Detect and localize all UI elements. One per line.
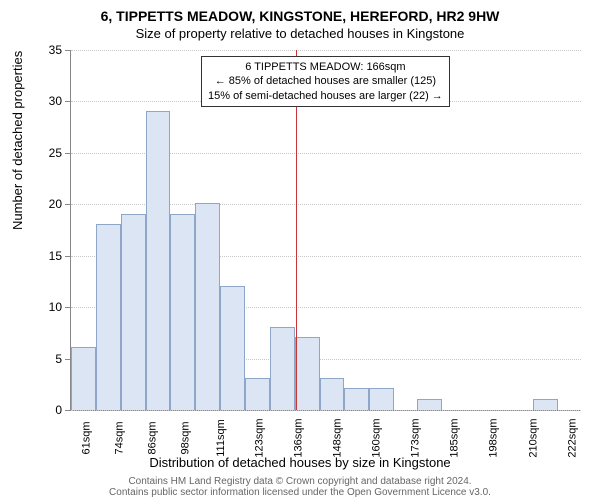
- chart-container: 6, TIPPETTS MEADOW, KINGSTONE, HEREFORD,…: [0, 0, 600, 500]
- x-axis-label: Distribution of detached houses by size …: [0, 455, 600, 470]
- footer-line1: Contains HM Land Registry data © Crown c…: [0, 476, 600, 487]
- annotation-line1: 6 TIPPETTS MEADOW: 166sqm: [208, 60, 443, 74]
- y-tick-label: 35: [22, 44, 62, 56]
- x-tick-label: 136sqm: [292, 418, 304, 457]
- x-tick-label: 198sqm: [488, 418, 500, 457]
- plot-area: 6 TIPPETTS MEADOW: 166sqm ← 85% of detac…: [70, 50, 580, 410]
- y-tick-label: 5: [22, 353, 62, 365]
- x-tick-label: 222sqm: [566, 418, 578, 457]
- x-tick-label: 111sqm: [215, 419, 227, 457]
- y-tick-label: 20: [22, 198, 62, 210]
- y-tick-label: 25: [22, 147, 62, 159]
- x-tick-label: 173sqm: [410, 418, 422, 457]
- histogram-bar: [295, 337, 320, 410]
- chart-subtitle: Size of property relative to detached ho…: [0, 24, 600, 41]
- x-tick-label: 98sqm: [180, 421, 192, 454]
- histogram-bar: [344, 388, 369, 410]
- annotation-box: 6 TIPPETTS MEADOW: 166sqm ← 85% of detac…: [201, 56, 450, 107]
- gridline: [71, 410, 581, 411]
- histogram-bar: [533, 399, 558, 410]
- histogram-bar: [245, 378, 270, 410]
- x-tick-label: 160sqm: [371, 418, 383, 457]
- histogram-bar: [121, 214, 146, 410]
- x-tick-label: 185sqm: [449, 418, 461, 457]
- x-axis-ticks: 61sqm74sqm86sqm98sqm111sqm123sqm136sqm14…: [70, 412, 580, 430]
- y-tick-label: 0: [22, 404, 62, 416]
- histogram-bar: [170, 214, 195, 410]
- histogram-bar: [96, 224, 121, 410]
- annotation-line2: ← 85% of detached houses are smaller (12…: [208, 74, 443, 88]
- histogram-bar: [71, 347, 96, 410]
- histogram-bar: [369, 388, 394, 410]
- x-tick-label: 74sqm: [114, 421, 126, 454]
- x-tick-label: 148sqm: [331, 418, 343, 457]
- histogram-bar: [146, 111, 171, 410]
- y-tick-label: 10: [22, 301, 62, 313]
- histogram-bar: [270, 327, 295, 410]
- x-tick-label: 86sqm: [147, 421, 159, 454]
- x-tick-label: 210sqm: [527, 418, 539, 457]
- y-tick-label: 15: [22, 250, 62, 262]
- x-tick-label: 123sqm: [253, 418, 265, 457]
- chart-title: 6, TIPPETTS MEADOW, KINGSTONE, HEREFORD,…: [0, 0, 600, 24]
- histogram-bar: [320, 378, 345, 410]
- footer-attribution: Contains HM Land Registry data © Crown c…: [0, 476, 600, 498]
- x-tick-label: 61sqm: [81, 421, 93, 454]
- histogram-bar: [417, 399, 442, 410]
- histogram-bar: [195, 203, 220, 410]
- footer-line2: Contains public sector information licen…: [0, 487, 600, 498]
- annotation-line3: 15% of semi-detached houses are larger (…: [208, 89, 443, 103]
- histogram-bar: [220, 286, 245, 410]
- y-tick-label: 30: [22, 95, 62, 107]
